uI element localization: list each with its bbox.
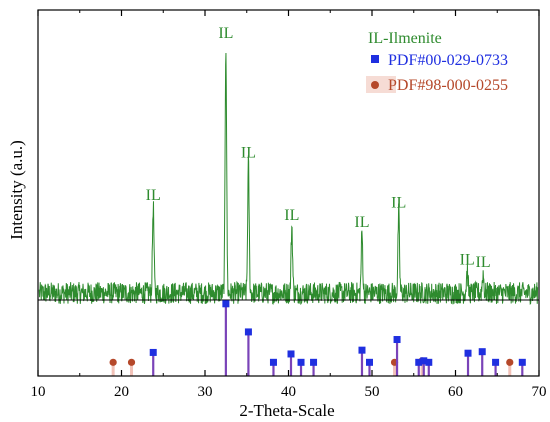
reference-a-marker	[244, 328, 252, 336]
legend-entry-pdf-98-000-0255: PDF#98-000-0255	[388, 77, 508, 94]
reference-a-marker	[222, 300, 230, 308]
reference-b-marker	[127, 358, 136, 366]
reference-a-marker	[297, 358, 305, 366]
reference-a-marker	[425, 358, 433, 366]
legend-marker-pdf-00-029-0733	[371, 55, 379, 63]
peak-label: IL	[460, 252, 475, 269]
peak-label: IL	[241, 145, 256, 162]
reference-a-marker	[415, 358, 423, 366]
axes: 10 20 30 40 50 60 70	[31, 9, 547, 400]
reference-sticks	[109, 300, 526, 376]
reference-a-marker	[287, 350, 295, 358]
legend: IL-Ilmenite PDF#00-029-0733 PDF#98-000-0…	[366, 30, 508, 94]
y-axis-label: Intensity (a.u.)	[7, 140, 26, 240]
reference-a-marker	[518, 358, 526, 366]
peak-label: IL	[476, 254, 491, 271]
x-tick-label: 70	[532, 384, 547, 400]
x-tick-label: 10	[31, 384, 46, 400]
reference-a-marker	[478, 348, 486, 356]
reference-a-marker	[492, 358, 500, 366]
reference-b-marker	[109, 358, 117, 366]
peak-label: IL	[146, 187, 161, 204]
legend-highlight-pdf-98-000-0255	[366, 76, 396, 93]
peak-label: IL	[218, 25, 233, 42]
reference-a-marker	[420, 357, 428, 365]
reference-a-marker	[358, 346, 366, 354]
reference-a-marker	[393, 336, 401, 344]
peak-label: IL	[354, 214, 369, 231]
xrd-pattern	[38, 53, 539, 305]
peak-label: IL	[284, 207, 299, 224]
reference-a-marker	[464, 349, 472, 357]
reference-a-marker	[310, 358, 318, 366]
pattern-line	[38, 53, 539, 305]
legend-entry-pdf-00-029-0733: PDF#00-029-0733	[388, 52, 508, 69]
x-tick-label: 30	[198, 384, 213, 400]
x-tick-label: 40	[281, 384, 296, 400]
peak-label: IL	[391, 194, 406, 211]
legend-marker-pdf-98-000-0255	[371, 81, 379, 89]
reference-a-marker	[269, 358, 277, 366]
reference-a-marker	[149, 348, 157, 356]
reference-a-marker	[365, 358, 373, 366]
legend-label-title: IL-Ilmenite	[368, 30, 442, 47]
x-tick-label: 20	[114, 384, 129, 400]
x-tick-label: 60	[448, 384, 463, 400]
reference-b-marker	[506, 358, 514, 366]
x-tick-label: 50	[365, 384, 380, 400]
x-axis-label: 2-Theta-Scale	[239, 401, 334, 420]
